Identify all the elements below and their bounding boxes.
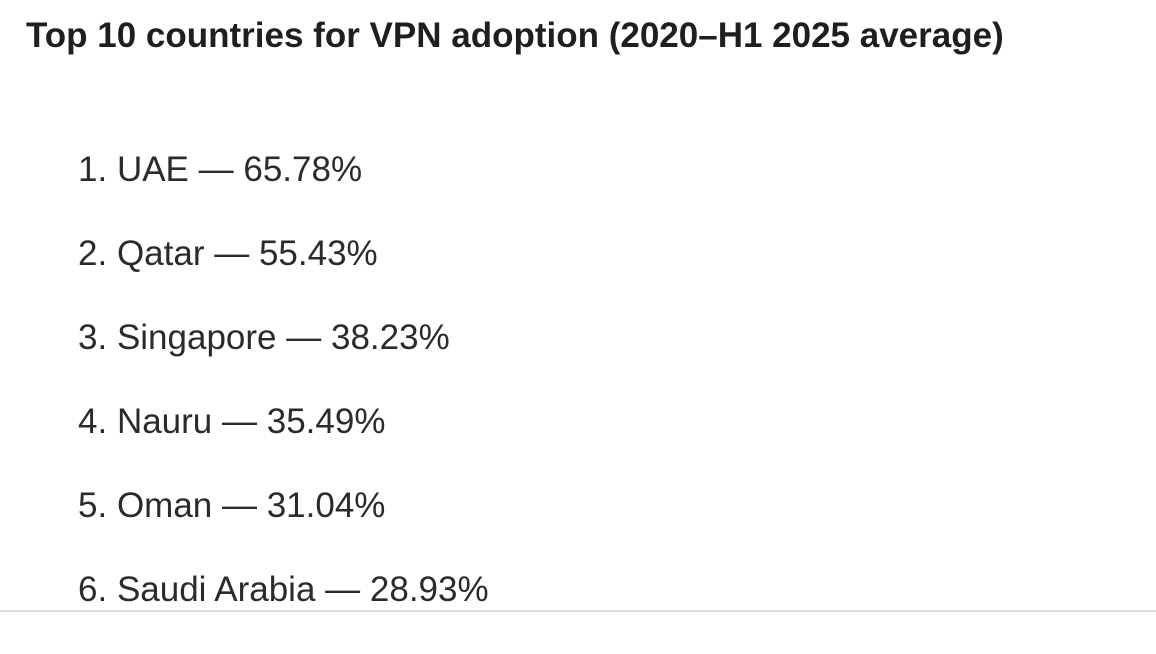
rank-number: 6. (78, 570, 108, 609)
adoption-percentage: 55.43% (258, 234, 378, 273)
ranking-list-item: 6. Saudi Arabia — 28.93% (78, 570, 489, 654)
rank-number: 1. (78, 150, 108, 189)
separator-dash: — (222, 402, 257, 441)
country-name: Oman (116, 486, 213, 525)
rank-number: 5. (78, 486, 108, 525)
ranking-list-item: 2. Qatar — 55.43% (78, 234, 489, 318)
ranking-list-item: 3. Singapore — 38.23% (78, 318, 489, 402)
country-name: UAE (116, 150, 189, 189)
separator-dash: — (325, 570, 361, 609)
ranking-list-item: 1. UAE — 65.78% (78, 150, 489, 234)
adoption-percentage: 35.49% (266, 402, 386, 441)
adoption-percentage: 38.23% (330, 318, 450, 357)
country-name: Singapore (116, 318, 277, 357)
adoption-percentage: 31.04% (266, 486, 386, 525)
separator-dash: — (221, 486, 257, 525)
adoption-percentage: 65.78% (243, 150, 363, 189)
separator-dash: — (286, 318, 322, 357)
country-ranking-list: 1. UAE — 65.78% 2. Qatar — 55.43% 3. Sin… (78, 150, 489, 654)
ranking-card: Top 10 countries for VPN adoption (2020–… (0, 16, 1156, 612)
rank-number: 4. (78, 402, 108, 441)
separator-dash: — (198, 150, 234, 189)
page-title: Top 10 countries for VPN adoption (2020–… (26, 16, 1004, 55)
ranking-list-item: 5. Oman — 31.04% (78, 486, 489, 570)
country-name: Nauru (116, 402, 213, 441)
rank-number: 3. (78, 318, 108, 357)
adoption-percentage: 28.93% (369, 570, 489, 609)
country-name: Saudi Arabia (116, 570, 316, 609)
country-name: Qatar (116, 234, 205, 273)
separator-dash: — (214, 234, 250, 273)
ranking-list-item: 4. Nauru — 35.49% (78, 402, 489, 486)
rank-number: 2. (78, 234, 108, 273)
